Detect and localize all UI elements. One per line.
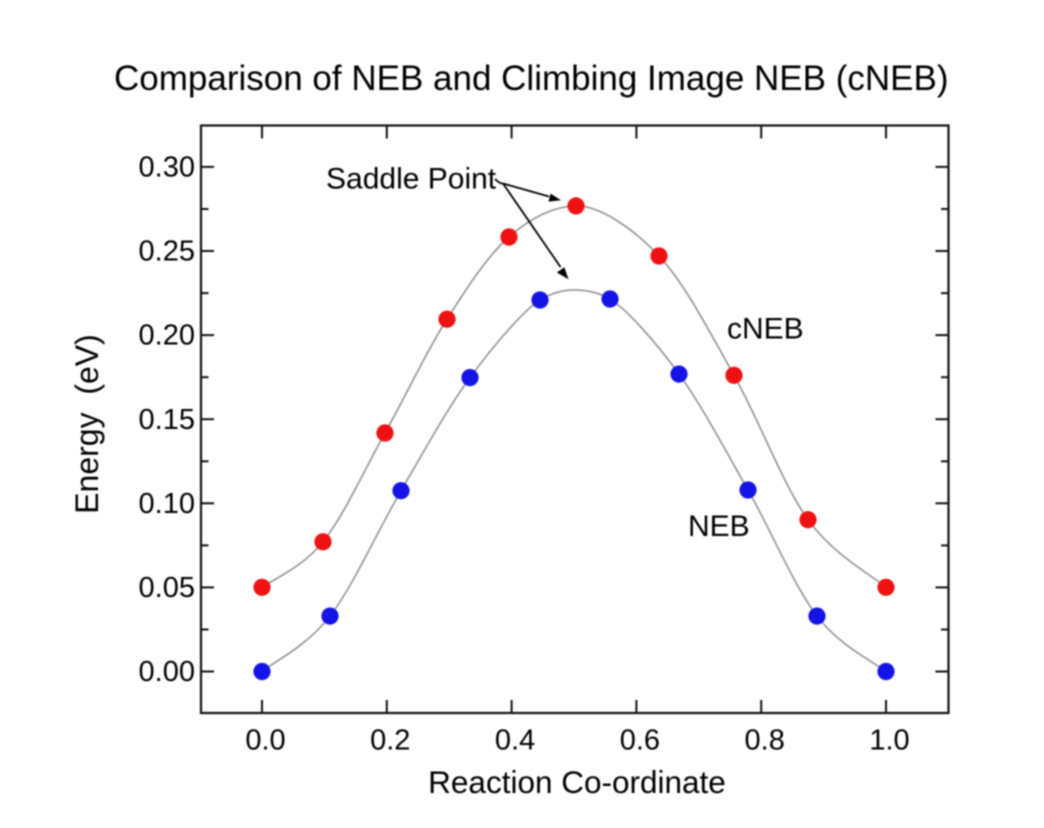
svg-text:1.0: 1.0 — [869, 725, 909, 757]
svg-text:cNEB: cNEB — [727, 313, 804, 346]
svg-text:0.15: 0.15 — [139, 404, 195, 436]
svg-text:NEB: NEB — [688, 510, 750, 543]
svg-text:0.05: 0.05 — [139, 572, 195, 604]
svg-text:0.4: 0.4 — [495, 725, 535, 757]
svg-text:0.6: 0.6 — [620, 725, 660, 757]
svg-text:0.30: 0.30 — [139, 152, 195, 184]
svg-text:0.25: 0.25 — [139, 236, 195, 268]
svg-text:0.0: 0.0 — [245, 725, 285, 757]
svg-text:Saddle Point: Saddle Point — [326, 163, 497, 196]
svg-text:Reaction Co-ordinate: Reaction Co-ordinate — [428, 764, 726, 800]
svg-text:0.00: 0.00 — [139, 656, 195, 688]
svg-text:0.10: 0.10 — [139, 488, 195, 520]
svg-text:0.2: 0.2 — [370, 725, 410, 757]
svg-text:0.8: 0.8 — [745, 725, 785, 757]
svg-text:0.20: 0.20 — [139, 320, 195, 352]
svg-text:Comparison of NEB and Climbing: Comparison of NEB and Climbing Image NEB… — [114, 59, 948, 98]
svg-text:Energy (eV): Energy (eV) — [69, 334, 105, 514]
